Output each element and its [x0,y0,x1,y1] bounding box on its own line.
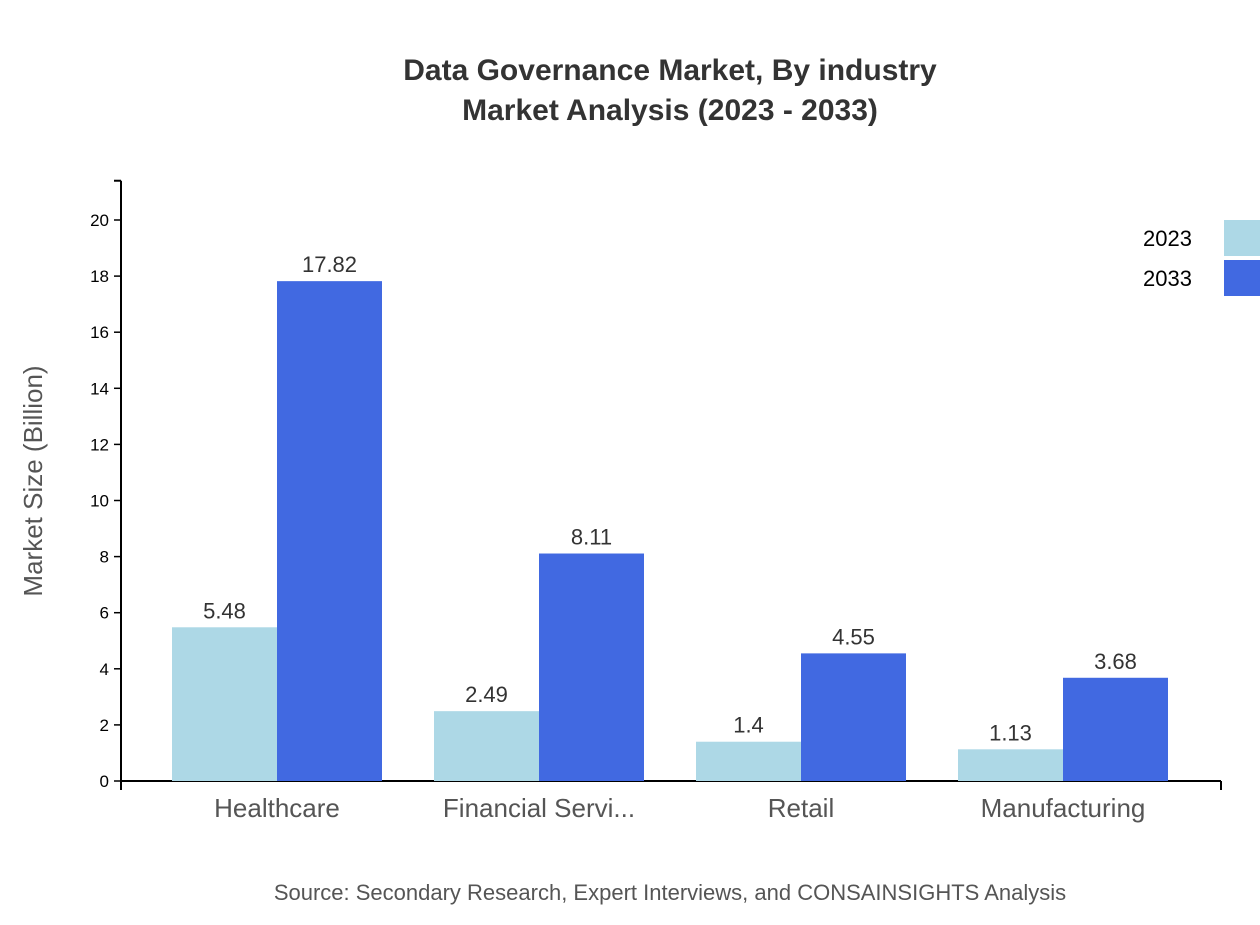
chart-title-line-1: Data Governance Market, By industry [403,54,937,87]
bar-value-label: 3.68 [1094,649,1137,674]
legend-swatch [1224,220,1260,256]
y-tick-label: 18 [90,267,109,286]
legend: 2023 2033 [1143,220,1260,296]
x-tick-label: Healthcare [214,793,340,823]
legend-swatch [1224,260,1260,296]
bar-2023 [958,749,1063,781]
bar-2033 [277,281,382,781]
bar-value-label: 4.55 [832,624,875,649]
bar-value-label: 1.13 [989,720,1032,745]
bar-value-label: 1.4 [733,713,764,738]
y-axis-label: Market Size (Billion) [18,365,48,596]
y-tick-label: 20 [90,211,109,230]
y-axis: 0 2 4 6 8 10 12 14 16 18 20 [90,179,122,791]
bar-2023 [434,711,539,781]
y-tick-label: 8 [100,548,109,567]
y-tick-label: 2 [100,716,109,735]
bar-value-label: 5.48 [203,598,246,623]
bar-value-label: 2.49 [465,682,508,707]
bar-2033 [801,653,906,781]
y-tick-label: 6 [100,604,109,623]
bar-value-label: 8.11 [571,525,612,550]
legend-label: 2033 [1143,266,1192,291]
x-tick-label: Manufacturing [981,793,1146,823]
bar-2033 [1063,677,1168,781]
bar-2033 [539,553,644,781]
legend-label: 2023 [1143,226,1192,251]
y-tick-label: 0 [100,772,109,791]
chart-title-line-2: Market Analysis (2023 - 2033) [462,94,878,127]
y-tick-label: 16 [90,323,109,342]
y-tick-label: 10 [90,492,109,511]
x-axis: Healthcare Financial Servi... Retail Manufa… [120,780,1222,823]
bar-2023 [696,741,801,781]
bar-2023 [172,627,277,781]
bars: 5.48 17.82 2.49 8.11 1.4 4.55 1.13 3.68 [172,252,1168,781]
bar-value-label: 17.82 [302,252,357,277]
y-tick-label: 14 [90,379,109,398]
source-note: Source: Secondary Research, Expert Inter… [274,880,1066,905]
x-tick-label: Retail [768,793,834,823]
y-tick-label: 12 [90,435,109,454]
y-tick-label: 4 [100,660,109,679]
x-tick-label: Financial Servi... [443,793,635,823]
